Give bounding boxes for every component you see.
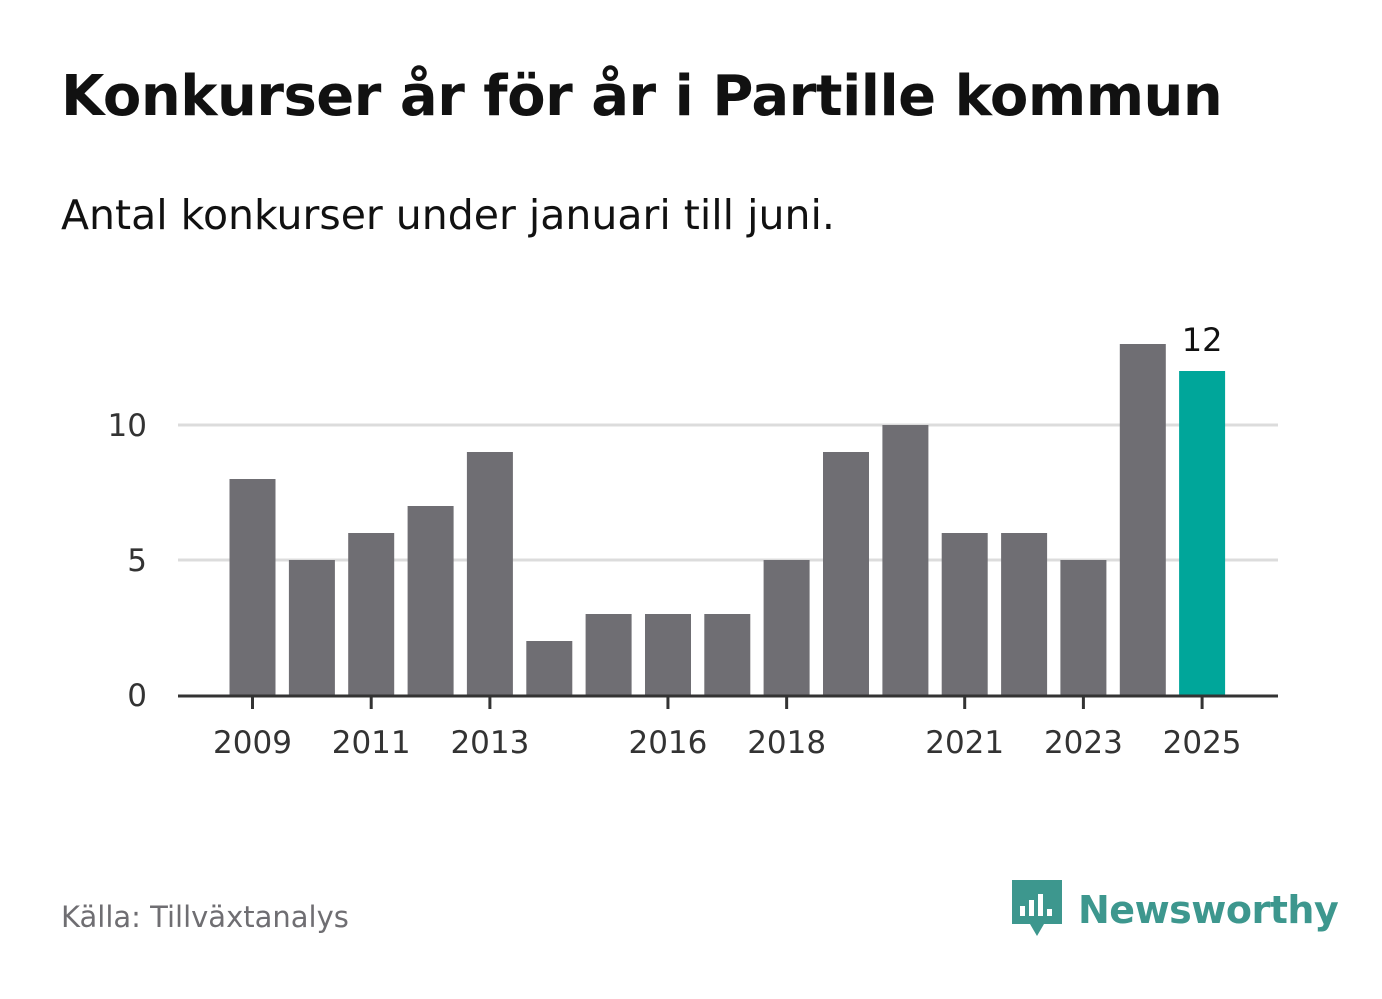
gridlines [178, 423, 1278, 562]
chart-labels: 0 5 10 2009 2011 2013 2016 2018 2021 2023 2025 12 [108, 321, 1242, 761]
bar-2018 [763, 560, 810, 695]
bar-2016 [645, 614, 691, 695]
brand-name: Newsworthy [1078, 888, 1339, 932]
chart-subtitle: Antal konkurser under januari till juni. [61, 191, 835, 239]
axes [178, 694, 1278, 709]
bar-2012 [407, 506, 454, 695]
bar-2009 [229, 479, 276, 695]
x-tick-label: 2025 [1163, 725, 1242, 761]
x-tick-label: 2023 [1044, 725, 1123, 761]
source-note: Källa: Tillväxtanalys [61, 900, 349, 934]
x-tick-label: 2009 [213, 725, 292, 761]
bar-2020 [882, 425, 929, 695]
x-tick-label: 2018 [747, 725, 826, 761]
bar-2023 [1060, 560, 1107, 695]
x-tick-label: 2021 [925, 725, 1004, 761]
data-label-2025: 12 [1182, 321, 1223, 359]
y-tick-label: 10 [108, 408, 147, 444]
bars [229, 344, 1226, 695]
bar-2021 [941, 533, 988, 695]
brand-logo: Newsworthy [1010, 878, 1339, 942]
x-tick-label: 2011 [332, 725, 411, 761]
y-tick-label: 0 [127, 678, 147, 714]
bar-2014 [526, 641, 573, 695]
chart-title: Konkurser år för år i Partille kommun [61, 64, 1223, 129]
bar-2015 [585, 614, 632, 695]
x-tick-label: 2016 [628, 725, 707, 761]
bar-2019 [823, 452, 869, 695]
bar-2025 [1179, 371, 1226, 695]
newsworthy-logo-icon [1010, 878, 1064, 942]
bar-2010 [288, 560, 335, 695]
bar-2022 [1001, 533, 1048, 695]
bar-2024 [1119, 344, 1166, 695]
bar-2017 [704, 614, 751, 695]
bar-2013 [466, 452, 513, 695]
bar-2011 [348, 533, 395, 695]
y-tick-label: 5 [127, 543, 147, 579]
x-tick-label: 2013 [450, 725, 529, 761]
